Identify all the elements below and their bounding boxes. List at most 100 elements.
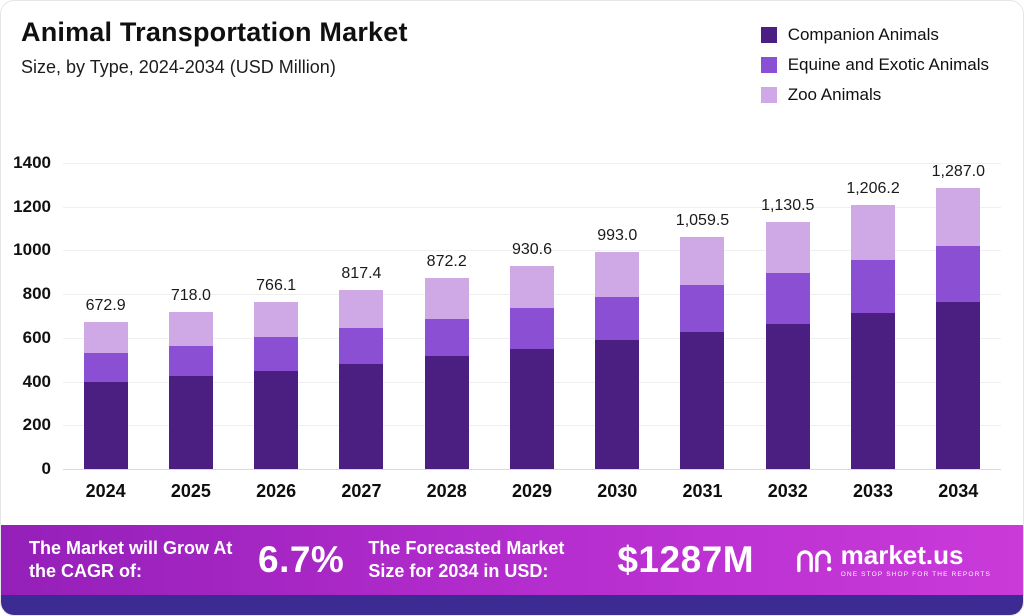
bar-segment-zoo-animals [680,237,725,286]
bar-segment-equine-and-exotic-animals [168,345,213,377]
x-tick-label: 2031 [682,481,723,501]
bar-segment-zoo-animals [765,221,810,274]
bar-segment-zoo-animals [936,187,981,247]
bar-segment-equine-and-exotic-animals [936,246,981,302]
bar-segment-equine-and-exotic-animals [851,260,896,313]
bar-segment-equine-and-exotic-animals [83,353,128,382]
bar-total-label: 993.0 [597,226,638,244]
bar-segment-companion-animals [339,364,384,469]
y-tick-label: 1200 [13,196,51,216]
gridline [63,163,1001,164]
bar-segment-companion-animals [680,332,725,469]
bar-group-2025: 718.0 [148,163,233,469]
bar-total-label: 817.4 [341,265,382,283]
legend-label: Zoo Animals [787,85,882,104]
bar-segment-equine-and-exotic-animals [424,319,469,357]
stacked-bar-chart: 0 200 400 600 800 1000 1200 1400 672.9 718.0 766.… [1,153,1023,502]
x-axis: 2024 2025 2026 2027 2028 2029 2030 2031 2032 2033… [63,481,1001,502]
legend-swatch-equine-and-exotic-animals [760,57,777,73]
bar-segment-equine-and-exotic-animals [680,285,725,333]
bar-group-2028: 872.2 [404,163,489,469]
bar-group-2034: 1,287.0 [916,163,1001,469]
y-tick-label: 0 [41,459,51,478]
x-tick-label: 2032 [767,481,808,501]
bar-total-label: 872.2 [426,253,467,271]
gridline [63,469,1001,470]
bar-segment-zoo-animals [595,251,640,298]
title-block: Animal Transportation Market Size, by Ty… [21,17,408,105]
bar-stack [851,205,896,469]
x-tick-label: 2027 [341,481,382,501]
bar-total-label: 1,287.0 [931,162,985,180]
bar-group-2027: 817.4 [319,163,404,469]
bar-segment-zoo-animals [339,290,384,329]
brand-name: market.us [840,540,964,570]
bar-total-label: 1,130.5 [761,196,815,214]
bar-segment-zoo-animals [424,278,469,320]
x-tick-label: 2034 [938,481,979,501]
bottom-strip [1,595,1023,615]
bar-group-2031: 1,059.5 [660,163,745,469]
bar-group-2029: 930.6 [489,163,574,469]
bar-segment-zoo-animals [851,205,896,261]
bar-segment-companion-animals [595,340,640,469]
cagr-value: 6.7% [258,539,345,580]
bar-stack [595,251,640,469]
bar-group-2024: 672.9 [63,163,148,469]
gridline [63,250,1001,252]
cagr-label: The Market will Grow At the CAGR of: [29,537,233,581]
bar-total-label: 1,059.5 [675,212,730,230]
bar-total-label: 718.0 [170,287,211,305]
bar-segment-equine-and-exotic-animals [339,328,384,365]
marketus-logo-icon [796,549,832,572]
bar-segment-companion-animals [765,323,810,469]
brand: market.us One Stop Shop For The Reports [796,542,995,578]
x-tick-label: 2029 [511,481,552,501]
legend-label: Companion Animals [787,25,939,44]
legend-item-companion-animals: Companion Animals [760,25,989,45]
x-tick-label: 2024 [85,481,126,501]
bar-segment-zoo-animals [83,321,128,354]
y-tick-label: 1400 [13,153,51,172]
x-tick-label: 2026 [256,481,297,501]
bar-group-2026: 766.1 [234,163,319,469]
bar-segment-companion-animals [424,356,469,469]
bar-stack [680,237,725,469]
bar-group-2030: 993.0 [575,163,660,469]
bar-stack [765,221,810,469]
forecast-value: $1287M [617,539,755,580]
x-tick-label: 2033 [853,481,894,501]
bar-segment-equine-and-exotic-animals [254,336,299,371]
bar-segment-companion-animals [254,370,299,469]
brand-tagline: One Stop Shop For The Reports [840,571,991,578]
bar-stack [339,290,384,469]
bar-group-2033: 1,206.2 [830,163,915,469]
x-tick-label: 2025 [170,481,211,501]
bar-total-label: 930.6 [511,240,552,258]
bar-stack [254,301,299,469]
y-tick-label: 400 [22,371,51,391]
bar-segment-companion-animals [83,381,128,469]
bar-segment-equine-and-exotic-animals [765,273,810,324]
plot-wrap: 672.9 718.0 766.1 817.4 872.2 930.6 993.0 1,059… [63,163,1001,502]
bar-segment-zoo-animals [254,301,299,337]
plot-area: 672.9 718.0 766.1 817.4 872.2 930.6 993.0 1,059… [63,163,1001,470]
header: Animal Transportation Market Size, by Ty… [1,1,1023,105]
brand-text: market.us One Stop Shop For The Reports [841,542,991,578]
bar-segment-companion-animals [851,312,896,469]
bars: 672.9 718.0 766.1 817.4 872.2 930.6 993.0 1,059… [63,163,1001,469]
bar-segment-zoo-animals [509,265,554,309]
bar-segment-equine-and-exotic-animals [595,297,640,341]
bar-segment-companion-animals [936,301,981,469]
x-tick-label: 2030 [597,481,638,501]
legend-item-zoo-animals: Zoo Animals [760,85,989,105]
y-tick-label: 1000 [13,240,51,260]
page-title: Animal Transportation Market [21,17,408,47]
bar-segment-zoo-animals [168,312,213,346]
gridline [63,206,1001,208]
forecast-label: The Forecasted Market Size for 2034 in U… [368,537,565,581]
bar-segment-equine-and-exotic-animals [509,308,554,349]
bar-stack [936,187,981,469]
bar-stack [509,265,554,469]
